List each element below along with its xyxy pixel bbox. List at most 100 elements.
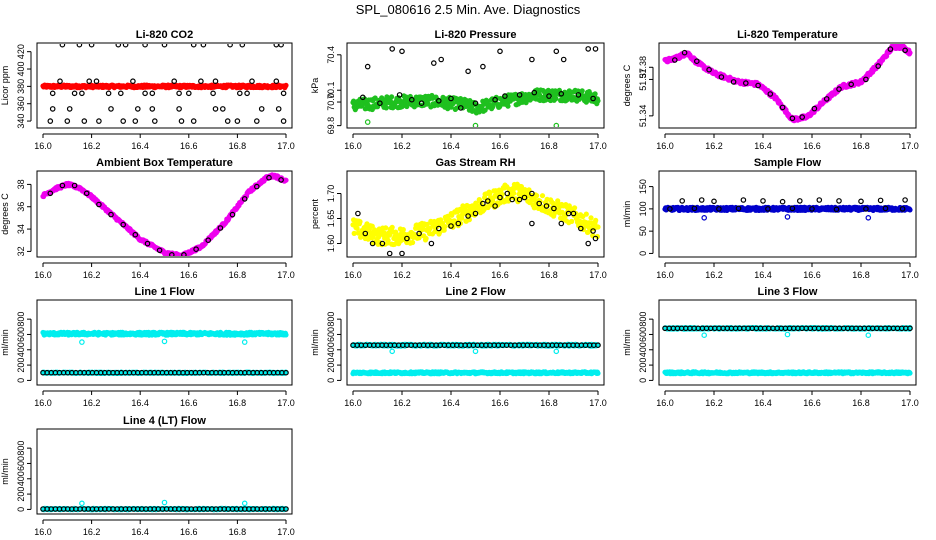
data-point: [465, 68, 471, 75]
x-tick-label: 16.4: [131, 398, 149, 408]
series-2: [667, 197, 908, 213]
data-point: [701, 215, 708, 221]
y-axis: 1.601.651.70: [326, 185, 342, 252]
data-point: [667, 206, 673, 212]
data-point: [389, 94, 395, 100]
series-0: [40, 329, 289, 338]
data-point: [86, 78, 93, 85]
y-tick-label: 0: [638, 251, 648, 256]
data-point: [698, 197, 705, 203]
series-3: [40, 369, 289, 376]
x-axis: 16.0 16.2 16.4 16.6 16.8 17.0: [34, 262, 295, 280]
data-point: [784, 214, 791, 220]
data-point: [396, 92, 403, 98]
x-tick-label: 16.6: [491, 398, 509, 408]
data-point: [716, 206, 722, 212]
data-point: [266, 174, 272, 181]
data-point: [190, 44, 197, 48]
data-point: [198, 78, 204, 85]
data-point: [455, 220, 462, 227]
data-point: [693, 58, 700, 65]
data-point: [553, 348, 560, 355]
data-point: [389, 348, 396, 355]
y-axis-label: kPa: [310, 78, 320, 94]
data-point: [181, 252, 187, 256]
data-point: [457, 105, 464, 111]
x-tick-label: 16.2: [393, 398, 411, 408]
data-point: [529, 56, 535, 63]
x-tick-label: 16.6: [803, 141, 821, 151]
data-point: [224, 118, 231, 124]
data-point: [210, 90, 216, 97]
data-point: [186, 90, 192, 97]
x-tick-label: 16.4: [131, 270, 149, 280]
data-point: [706, 66, 712, 73]
data-point: [480, 63, 486, 70]
x-tick-label: 16.8: [229, 398, 247, 408]
y-tick-label: 32: [16, 246, 26, 256]
y-tick-label: 0: [326, 378, 336, 383]
data-point: [81, 118, 88, 124]
data-point: [811, 105, 818, 112]
x-axis: 16.0 16.2 16.4 16.6 16.8 17.0: [344, 262, 607, 280]
y-tick-label: 600: [16, 327, 26, 342]
data-point: [383, 105, 389, 111]
data-point: [492, 203, 498, 209]
data-point: [171, 78, 178, 85]
y-axis-label: ml/min: [622, 201, 632, 228]
data-point: [142, 44, 148, 48]
data-point: [176, 106, 182, 112]
x-tick-label: 17.0: [277, 141, 295, 151]
data-point: [767, 91, 774, 97]
data-point: [564, 97, 570, 103]
data-point: [765, 206, 771, 212]
data-point: [120, 221, 127, 228]
series-0: [662, 44, 913, 124]
x-axis: 16.0 16.2 16.4 16.6 16.8 17.0: [34, 390, 295, 408]
x-tick-label: 16.4: [442, 141, 460, 151]
data-point: [253, 118, 260, 124]
data-point: [789, 115, 796, 122]
data-point: [59, 182, 66, 189]
y-axis-label: ml/min: [310, 329, 320, 356]
data-point: [543, 203, 550, 209]
data-point: [190, 118, 197, 124]
data-point: [902, 47, 908, 54]
x-tick-label: 16.6: [180, 398, 198, 408]
data-point: [823, 96, 830, 102]
data-point: [595, 342, 601, 349]
x-tick-label: 16.2: [83, 398, 101, 408]
x-tick-label: 16.8: [229, 141, 247, 151]
data-point: [241, 196, 248, 202]
data-point: [529, 190, 535, 197]
y-tick-label: 69.8: [326, 117, 336, 135]
data-point: [64, 118, 71, 124]
series-1: [47, 44, 287, 124]
data-point: [144, 240, 151, 247]
data-point: [386, 250, 393, 256]
data-point: [742, 80, 749, 86]
y-tick-label: 400: [16, 342, 26, 357]
data-point: [816, 197, 823, 203]
plot-frame: [658, 170, 917, 258]
data-point: [120, 118, 127, 124]
data-point: [122, 44, 129, 48]
data-point: [882, 205, 889, 212]
x-tick-label: 16.0: [344, 270, 362, 280]
data-point: [253, 183, 260, 190]
data-point: [212, 78, 219, 85]
data-point: [502, 93, 508, 99]
data-point: [108, 106, 114, 112]
y-tick-label: 1.70: [326, 185, 336, 203]
data-point: [593, 217, 599, 223]
data-point: [205, 237, 212, 244]
data-point: [899, 206, 906, 212]
